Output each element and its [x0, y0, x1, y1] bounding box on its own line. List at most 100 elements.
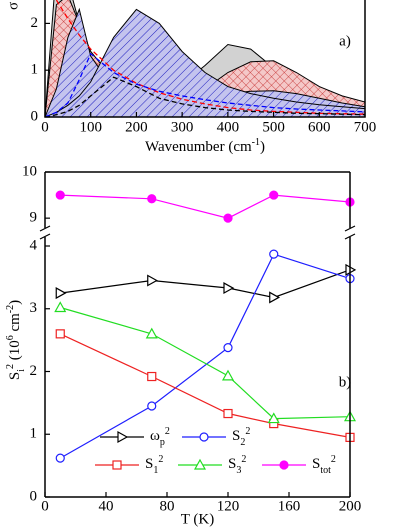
x-tick-label: 200: [125, 119, 148, 135]
panel-label: b): [339, 374, 352, 390]
text-part: 3: [236, 465, 241, 476]
marker: [147, 194, 157, 204]
text-part: -2: [5, 305, 16, 313]
dashed-curve: [45, 52, 365, 117]
axis-break: [344, 233, 356, 240]
marker: [193, 458, 207, 470]
marker: [269, 249, 279, 259]
x-axis-label: T (K): [181, 511, 214, 527]
text-part: 1: [153, 465, 158, 476]
marker: [223, 408, 233, 419]
marker: [223, 282, 235, 295]
y-tick-label: 4: [30, 237, 38, 253]
x-tick-label: 400: [217, 119, 240, 135]
text-part: ω: [150, 428, 160, 444]
marker: [147, 371, 157, 382]
marker: [223, 213, 233, 223]
y-tick-label: 10: [22, 163, 37, 179]
marker: [267, 412, 280, 424]
y-tick-label: 2: [30, 363, 38, 379]
text-part: ): [260, 139, 265, 155]
x-tick-label: 40: [99, 498, 114, 514]
marker: [145, 327, 158, 339]
marker: [117, 430, 129, 444]
panel-label: a): [339, 33, 351, 49]
dashed-curve: [45, 76, 365, 117]
series-line: [60, 194, 351, 219]
y-tick-label: 2: [31, 15, 39, 31]
series-line: [60, 269, 351, 299]
x-tick-label: 600: [308, 119, 331, 135]
y-axis-label: Si2 (106 cm-2): [5, 300, 27, 380]
marker: [221, 369, 235, 381]
legend-label: S12: [145, 454, 163, 476]
dashed-curve: [55, 0, 365, 115]
x-tick-label: 0: [41, 498, 49, 514]
text-part: p: [160, 437, 165, 448]
x-tick-label: 700: [354, 119, 377, 135]
x-tick-label: 300: [171, 119, 194, 135]
plot-b: [54, 190, 357, 463]
marker: [54, 301, 67, 313]
text-part: S: [7, 372, 23, 380]
marker: [147, 274, 158, 287]
legend-label: ωp2: [150, 426, 170, 448]
text-part: S: [145, 456, 153, 472]
series-line: [60, 333, 351, 438]
text-part: ): [7, 300, 23, 305]
plot-a: [45, 0, 365, 117]
y-tick-label: 1: [30, 426, 38, 442]
axis-break: [39, 233, 51, 240]
legend-label: Stot2: [312, 454, 336, 476]
series-line: [60, 253, 351, 459]
y-axis-label: σ: [5, 2, 21, 10]
text-part: 2: [158, 454, 163, 465]
text-part: Wavenumber (cm: [145, 139, 252, 155]
marker: [279, 460, 289, 470]
y-tick-label: 3: [30, 300, 38, 316]
y-tick-label: 1: [31, 62, 39, 78]
text-part: 2: [165, 426, 170, 437]
axis-break: [344, 225, 356, 232]
x-tick-label: 0: [41, 119, 49, 135]
text-part: 2: [241, 454, 246, 465]
x-tick-label: 80: [160, 498, 175, 514]
y-tick-label: 0: [31, 108, 39, 124]
marker: [223, 343, 233, 353]
x-tick-label: 120: [217, 498, 240, 514]
frame: [44, 0, 366, 118]
text-part: cm: [7, 313, 23, 335]
text-part: S: [228, 456, 236, 472]
text-part: 2: [331, 454, 336, 465]
legend-label: S32: [228, 454, 246, 476]
marker: [112, 460, 122, 470]
text-part: 2: [240, 437, 245, 448]
text-part: (10: [7, 340, 23, 364]
y-tick-label: 9: [30, 210, 38, 226]
x-tick-label: 200: [339, 498, 362, 514]
y-tick-label: 0: [30, 488, 38, 504]
text-part: 2: [245, 426, 250, 437]
marker: [55, 190, 65, 200]
marker: [55, 453, 65, 463]
legend-label: S22: [232, 426, 250, 448]
text-part: 6: [5, 335, 16, 340]
x-tick-label: 160: [278, 498, 301, 514]
marker: [269, 291, 280, 304]
x-tick-label: 100: [79, 119, 102, 135]
axis-break: [39, 225, 51, 232]
x-axis-label: Wavenumber (cm-1): [145, 137, 265, 156]
marker: [55, 287, 67, 300]
marker: [269, 190, 279, 200]
text-part: S: [312, 456, 320, 472]
text-part: 2: [5, 364, 16, 369]
text-part: -1: [252, 137, 260, 148]
oscillator-area: [45, 8, 365, 117]
marker: [199, 432, 209, 442]
text-part: S: [232, 428, 240, 444]
x-tick-label: 500: [262, 119, 285, 135]
text-part: i: [16, 369, 27, 372]
marker: [147, 401, 157, 411]
